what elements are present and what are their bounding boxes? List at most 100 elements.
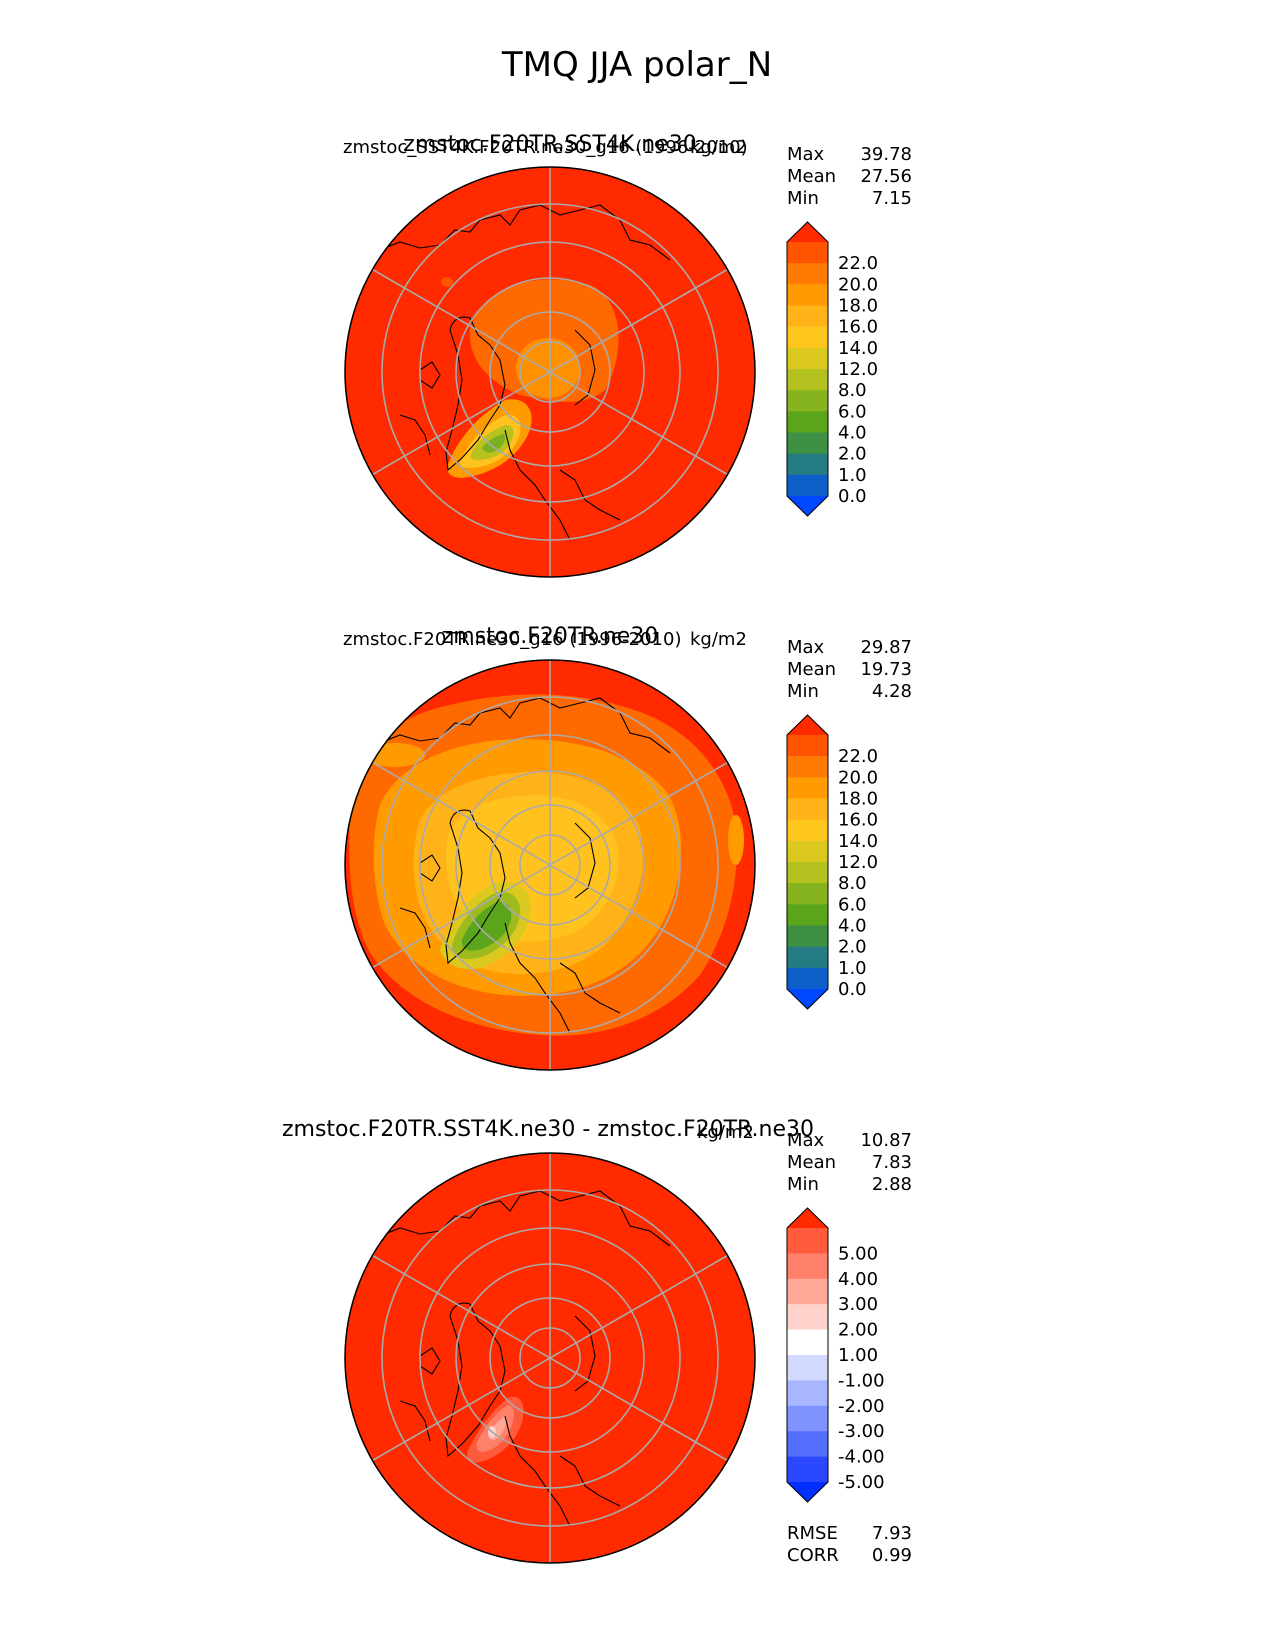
colorbar-band <box>787 1405 828 1432</box>
colorbar-extend-bottom <box>787 496 828 516</box>
panel-3-stat-label: Max <box>787 1130 825 1151</box>
panel-3-graticule <box>372 1153 728 1563</box>
colorbar-band <box>787 840 828 863</box>
colorbar-band <box>787 883 828 905</box>
panel-1-left-label: zmstoc_SST4K.F20TR.ne30_g16 (1996-2010) <box>343 137 748 158</box>
colorbar-band <box>787 263 828 285</box>
panel-3-stat-label: Mean <box>787 1152 836 1173</box>
colorbar-band <box>787 946 828 969</box>
colorbar-band <box>787 369 828 391</box>
panel-1-stat-label: Max <box>787 144 825 165</box>
colorbar-band <box>787 798 828 821</box>
panel-3-colorbar: 5.00 4.00 3.00 2.00 1.00 -1.00 -2.00 -3.00 -4.00… <box>786 1207 885 1503</box>
panel-1-stat-label: Min <box>787 188 819 209</box>
panel-2-units: kg/m2 <box>690 629 747 650</box>
panel-2-stat-value: 4.28 <box>872 681 912 702</box>
panel-3-stats: Max 10.87 Mean 7.83 Min 2.88 RMSE 7.93 C… <box>787 1130 912 1566</box>
colorbar-tick-label: 1.0 <box>838 958 867 979</box>
colorbar-tick-label: 6.0 <box>838 894 867 915</box>
colorbar-tick-label: 20.0 <box>838 274 878 295</box>
colorbar-tick-label: 5.00 <box>838 1243 878 1264</box>
panel-3-units: kg/m2 <box>697 1122 754 1143</box>
colorbar-band <box>787 242 828 264</box>
colorbar-band <box>787 819 828 842</box>
colorbar-tick-label: 2.0 <box>838 444 867 465</box>
panel-2-stat-value: 29.87 <box>860 637 912 658</box>
panel-1-stat-value: 39.78 <box>860 144 912 165</box>
panel-2-coastlines <box>379 697 671 1034</box>
colorbar-tick-label: 0.0 <box>838 979 867 1000</box>
panel-3-stat-value: 7.83 <box>872 1152 912 1173</box>
colorbar-band <box>787 347 828 370</box>
colorbar-tick-label: 12.0 <box>838 852 878 873</box>
colorbar-band <box>787 777 828 799</box>
colorbar-tick-label: 12.0 <box>838 359 878 380</box>
panel-1-stat-label: Mean <box>787 166 836 187</box>
panel-3-metric-label: RMSE <box>787 1523 838 1544</box>
colorbar-band <box>787 390 828 412</box>
panel-2-stat-label: Max <box>787 637 825 658</box>
colorbar-tick-label: 3.00 <box>838 1294 878 1315</box>
panel-3: zmstoc.F20TR.SST4K.ne30 - zmstoc.F20TR.n… <box>282 1117 912 1566</box>
colorbar-band <box>787 1278 828 1305</box>
colorbar-band <box>787 862 828 884</box>
panel-1-stats: Max 39.78 Mean 27.56 Min 7.15 <box>787 144 912 209</box>
colorbar-tick-label: -5.00 <box>838 1472 885 1493</box>
panel-3-stat-value: 2.88 <box>872 1174 912 1195</box>
panel-1-units: kg/m2 <box>690 137 747 158</box>
colorbar-tick-label: 8.0 <box>838 873 867 894</box>
colorbar-tick-label: 20.0 <box>838 767 878 788</box>
colorbar-band <box>787 432 828 455</box>
colorbar-band <box>787 1355 828 1381</box>
panel-2: zmstoc.F20TR.ne30 zmstoc.F20TR.ne30_g16 … <box>343 624 912 1071</box>
colorbar-tick-label: 1.0 <box>838 465 867 486</box>
panel-1-graticule <box>372 167 728 577</box>
panel-3-metric-value: 7.93 <box>872 1523 912 1544</box>
colorbar-extend-top <box>787 1208 828 1228</box>
colorbar-tick-label: 16.0 <box>838 810 878 831</box>
colorbar-band <box>787 967 828 990</box>
panel-2-stats: Max 29.87 Mean 19.73 Min 4.28 <box>787 637 912 702</box>
colorbar-tick-label: 2.00 <box>838 1320 878 1341</box>
panel-2-stat-value: 19.73 <box>860 659 912 680</box>
panel-2-title: zmstoc.F20TR.ne30 <box>442 624 659 649</box>
colorbar-band <box>787 925 828 948</box>
colorbar-tick-label: -4.00 <box>838 1447 885 1468</box>
colorbar-tick-label: 18.0 <box>838 296 878 317</box>
colorbar-band <box>787 326 828 349</box>
panel-2-graticule <box>372 660 728 1070</box>
panel-1-colorbar: 22.020.018.016.014.012.08.06.04.02.01.00… <box>786 221 878 517</box>
colorbar-extend-bottom <box>787 1482 828 1502</box>
colorbar-tick-label: 0.0 <box>838 486 867 507</box>
colorbar-band <box>787 1329 828 1356</box>
panel-2-stat-label: Mean <box>787 659 836 680</box>
colorbar-tick-label: 4.00 <box>838 1269 878 1290</box>
colorbar-outline <box>786 221 829 517</box>
colorbar-tick-label: 1.00 <box>838 1345 878 1366</box>
colorbar-band <box>787 1456 828 1483</box>
colorbar-band <box>787 474 828 497</box>
panel-1: zmstoc.F20TR.SST4K.ne30 zmstoc_SST4K.F20… <box>343 132 912 578</box>
colorbar-band <box>787 284 828 306</box>
colorbar-band <box>787 453 828 476</box>
colorbar-tick-label: 4.0 <box>838 916 867 937</box>
panel-3-stat-label: Min <box>787 1174 819 1195</box>
panel-2-colorbar: 22.020.018.016.014.012.08.06.04.02.01.00… <box>786 714 878 1010</box>
colorbar-tick-label: 14.0 <box>838 338 878 359</box>
colorbar-band <box>787 1380 828 1407</box>
panel-1-stat-value: 7.15 <box>872 188 912 209</box>
colorbar-tick-label: 4.0 <box>838 423 867 444</box>
panel-3-coastlines <box>379 1190 671 1527</box>
colorbar-band <box>787 904 828 926</box>
panel-3-title: zmstoc.F20TR.SST4K.ne30 - zmstoc.F20TR.n… <box>282 1117 814 1142</box>
panel-3-stat-value: 10.87 <box>860 1130 912 1151</box>
colorbar-outline <box>786 714 829 1010</box>
colorbar-tick-label: 18.0 <box>838 789 878 810</box>
colorbar-band <box>787 735 828 757</box>
colorbar-outline <box>786 1207 829 1503</box>
colorbar-tick-label: -1.00 <box>838 1370 885 1391</box>
colorbar-band <box>787 756 828 778</box>
colorbar-tick-label: -3.00 <box>838 1421 885 1442</box>
colorbar-tick-label: 8.0 <box>838 380 867 401</box>
